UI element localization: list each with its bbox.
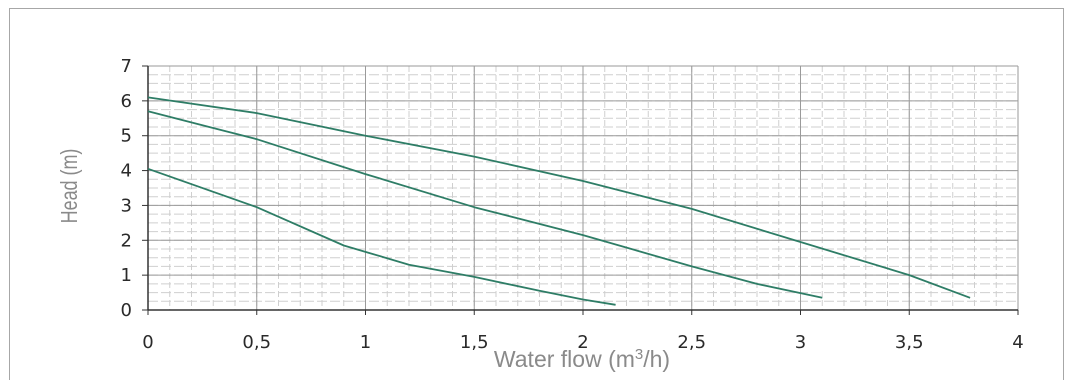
series-line-1 [147, 96, 971, 299]
x-tick-label: 4 [1012, 332, 1023, 353]
x-axis-label: Water flow (m3/h) [494, 346, 670, 373]
x-tick-label: 3,5 [895, 332, 924, 353]
y-tick-label: 0 [121, 300, 132, 321]
y-tick-label: 7 [121, 56, 132, 77]
grid [147, 65, 1019, 311]
series-line-2 [147, 110, 823, 299]
y-axis-label: Head (m) [57, 149, 83, 224]
series-group [147, 96, 971, 306]
y-tick-label: 2 [121, 230, 132, 251]
y-tick-label: 3 [121, 195, 132, 216]
series-line-3 [147, 167, 616, 306]
y-tick-label: 1 [121, 265, 132, 286]
x-tick-label: 1 [360, 332, 371, 353]
x-tick-label: 1,5 [460, 332, 489, 353]
x-tick-label: 2,5 [677, 332, 706, 353]
x-tick-label: 0,5 [242, 332, 271, 353]
tick-labels: 0 0,5 1 1,5 2 2,5 3 3,5 4 0 1 2 3 4 5 6 7 [121, 56, 1024, 353]
y-tick-label: 4 [121, 161, 132, 182]
y-tick-label: 6 [121, 91, 132, 112]
x-tick-label: 2 [577, 332, 588, 353]
y-tick-label: 5 [121, 126, 132, 147]
x-tick-label: 3 [795, 332, 806, 353]
x-tick-label: 0 [142, 332, 153, 353]
